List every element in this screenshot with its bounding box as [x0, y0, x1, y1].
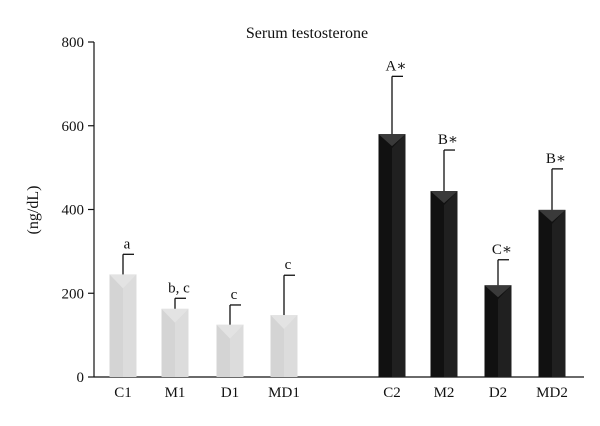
- bar-c1: a: [109, 236, 137, 377]
- y-tick-label: 400: [62, 203, 85, 219]
- bar-chevron: [270, 315, 298, 330]
- bar-chevron: [216, 324, 244, 339]
- x-tick-labels: C1 M1 D1 MD1 C2 M2 D2 MD2: [114, 385, 568, 401]
- bar-shading: [484, 285, 512, 377]
- bar-shading: [270, 315, 298, 377]
- bar-m2: B∗: [430, 132, 458, 377]
- bar-chevron: [430, 191, 458, 204]
- bar-shading: [430, 191, 458, 377]
- bar-c2: A∗: [378, 58, 407, 377]
- x-tick-label: D1: [221, 385, 239, 401]
- x-tick-label: MD1: [268, 385, 300, 401]
- bar-d2: C∗: [484, 242, 512, 377]
- x-tick-label: C1: [114, 385, 132, 401]
- bar-md2: B∗: [538, 151, 566, 377]
- x-tick-label: M2: [434, 385, 455, 401]
- bar-md1: c: [270, 257, 298, 377]
- bar-annotation: c: [285, 257, 292, 273]
- bar-d1: c: [216, 287, 244, 377]
- bars: a b, c c c A∗ B∗ C∗ B∗: [109, 58, 566, 377]
- bar-annotation: a: [124, 236, 131, 252]
- y-tick-label: 0: [77, 370, 85, 386]
- bar-m1: b, c: [161, 280, 190, 377]
- chart-title: Serum testosterone: [246, 25, 368, 42]
- bar-chevron: [161, 308, 189, 323]
- bar-shading: [216, 324, 244, 377]
- x-tick-label: M1: [165, 385, 186, 401]
- y-axis-label: (ng/dL): [25, 186, 42, 235]
- bar-annotation: C∗: [492, 242, 512, 258]
- bar-annotation: B∗: [438, 132, 458, 148]
- bar-shading: [538, 209, 566, 377]
- bar-chevron: [538, 209, 566, 222]
- bar-annotation: b, c: [168, 280, 190, 296]
- y-tick-label: 800: [62, 35, 85, 51]
- bar-shading: [109, 274, 137, 377]
- bar-chevron: [109, 274, 137, 289]
- bar-shading: [378, 134, 406, 377]
- bar-annotation: c: [231, 287, 238, 303]
- bar-chevron: [378, 134, 406, 147]
- y-tick-label: 600: [62, 119, 85, 135]
- x-tick-label: C2: [383, 385, 401, 401]
- y-tick-label: 200: [62, 286, 85, 302]
- x-tick-label: MD2: [536, 385, 568, 401]
- x-tick-label: D2: [489, 385, 507, 401]
- bar-annotation: A∗: [385, 58, 406, 74]
- bar-chevron: [484, 285, 512, 298]
- bar-shading: [161, 308, 189, 377]
- bar-annotation: B∗: [546, 151, 566, 167]
- y-ticks: 0 200 400 600 800: [62, 35, 94, 386]
